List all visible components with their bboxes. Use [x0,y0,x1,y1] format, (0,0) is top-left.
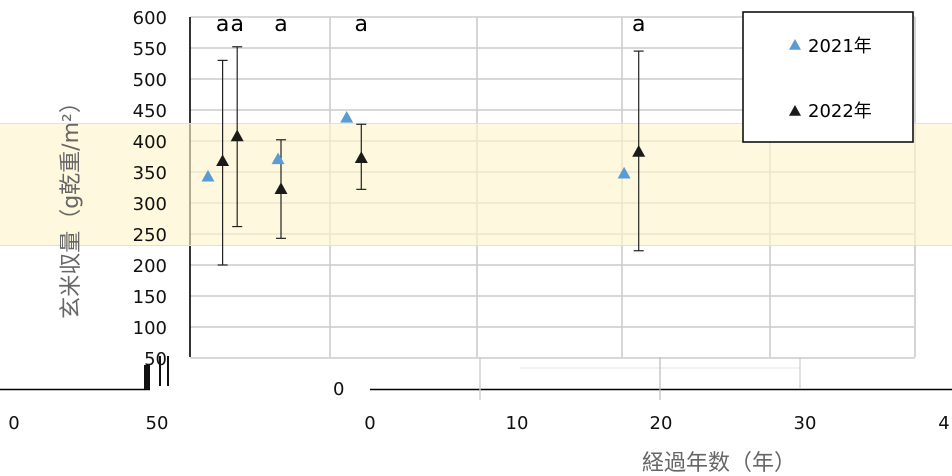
x-tick-label: 10 [506,413,529,434]
legend-marker-2022 [789,105,801,116]
stray-tick-label: 0 [333,379,344,400]
y-tick-label: 350 [133,163,167,184]
y-tick-label: 400 [133,132,167,153]
x-tick-label: 20 [650,413,673,434]
y-tick-label: 300 [133,194,167,215]
significance-letter: a [230,12,243,37]
y-tick-label: 550 [133,39,167,60]
x-tick-label: 0 [8,413,19,434]
legend: 2021年 2022年 [742,11,914,143]
y-tick-label: 150 [133,287,167,308]
y-axis-title: 玄米収量（g乾重/m²） [59,91,84,319]
significance-letter: a [632,12,645,37]
marker-2021 [340,110,354,123]
y-axis-title-text: 玄米収量（g乾重/m²） [59,91,84,319]
marker-2021 [617,166,631,179]
legend-marker-2021 [789,39,801,50]
y-tick-label: 100 [133,318,167,339]
y-tick-label: 450 [133,101,167,122]
highlight-layer [0,123,952,246]
marker-2021 [271,152,285,165]
y-tick-label: 200 [133,256,167,277]
x-axis-title: 経過年数（年） [642,451,796,476]
marker-2022 [216,154,230,167]
legend-label-2021: 2021年 [808,36,872,57]
x-tick-label: 4 [938,413,949,434]
highlight-band [0,123,952,246]
y-tick-label: 600 [133,8,167,29]
marker-2022 [632,145,646,157]
x-tick-label: 30 [794,413,817,434]
axis-artifact [144,365,150,389]
marker-2022 [274,182,288,194]
data-markers [201,110,646,194]
significance-letter: a [216,12,229,37]
x-tick-label: 0 [364,413,375,434]
significance-letter: a [274,12,287,37]
y-tick-label: 250 [133,225,167,246]
marker-2021 [201,169,215,182]
x-tick-labels: 0 50 0 10 20 30 4 [8,413,949,434]
legend-label-2022: 2022年 [808,101,872,122]
marker-2022 [230,129,244,142]
significance-letter: a [355,12,368,37]
y-tick-label: 50 [144,349,167,370]
y-tick-label: 500 [133,70,167,91]
x-axis-fragment: 0 [0,356,952,400]
legend-box [742,11,914,143]
y-tick-labels: 600 550 500 450 400 350 300 250 200 150 100 50 [133,8,167,370]
x-tick-label: 50 [146,413,169,434]
marker-2022 [354,151,368,163]
